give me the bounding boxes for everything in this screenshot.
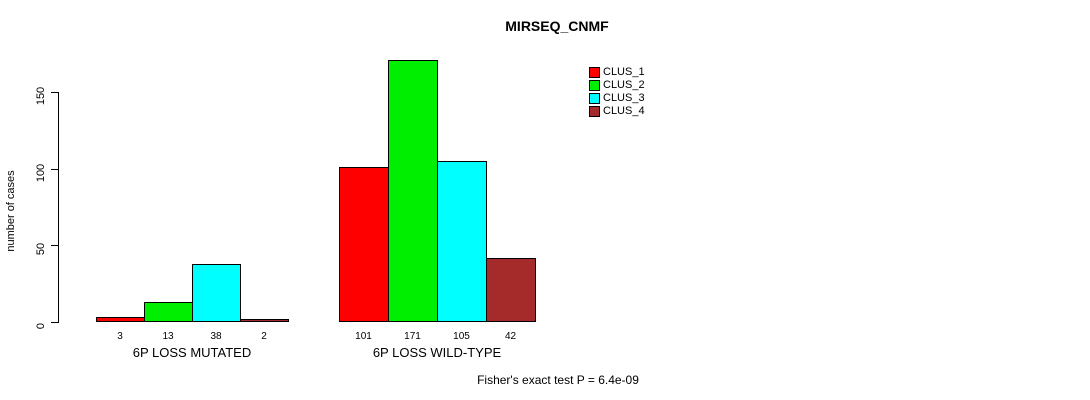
bar-clus_3	[192, 264, 241, 322]
legend-label-clus_1: CLUS_1	[603, 66, 645, 78]
bar-value-label: 101	[355, 331, 372, 342]
bar-value-label: 171	[404, 331, 421, 342]
bar-value-label: 38	[210, 331, 222, 342]
bar-value-label: 42	[504, 331, 517, 342]
bar-clus_3	[437, 161, 487, 322]
category-label: 6P LOSS WILD-TYPE	[372, 345, 502, 360]
y-axis-tick	[51, 322, 58, 323]
y-axis-label: number of cases	[5, 170, 17, 252]
y-axis-tick-label: 50	[35, 242, 47, 256]
bar-clus_1	[339, 167, 389, 322]
annotation-text: Fisher's exact test P = 6.4e-09	[477, 373, 639, 387]
bar-value-label: 2	[261, 331, 267, 342]
bar-clus_2	[144, 302, 193, 322]
legend-swatch-clus_2	[589, 80, 600, 91]
y-axis-tick	[51, 169, 58, 170]
bar-clus_4	[486, 258, 536, 322]
y-axis-tick	[51, 92, 58, 93]
bar-value-label: 105	[453, 331, 470, 342]
legend-label-clus_4: CLUS_4	[603, 105, 645, 117]
legend-swatch-clus_1	[589, 67, 600, 78]
y-axis-tick-label: 150	[35, 86, 47, 106]
legend-label-clus_3: CLUS_3	[603, 92, 645, 104]
bar-value-label: 3	[117, 331, 123, 342]
y-axis-line	[58, 92, 59, 323]
bar-clus_2	[388, 60, 438, 322]
y-axis-tick	[51, 245, 58, 246]
bar-clus_1	[96, 317, 145, 322]
legend-swatch-clus_3	[589, 93, 600, 104]
chart-title: MIRSEQ_CNMF	[505, 18, 609, 34]
legend-swatch-clus_4	[589, 106, 600, 117]
y-axis-tick-label: 100	[35, 163, 47, 183]
bar-clus_4	[240, 319, 289, 322]
y-axis-tick-label: 0	[35, 322, 47, 330]
legend-label-clus_2: CLUS_2	[603, 79, 645, 91]
bar-value-label: 13	[162, 331, 174, 342]
category-label: 6P LOSS MUTATED	[132, 345, 252, 360]
